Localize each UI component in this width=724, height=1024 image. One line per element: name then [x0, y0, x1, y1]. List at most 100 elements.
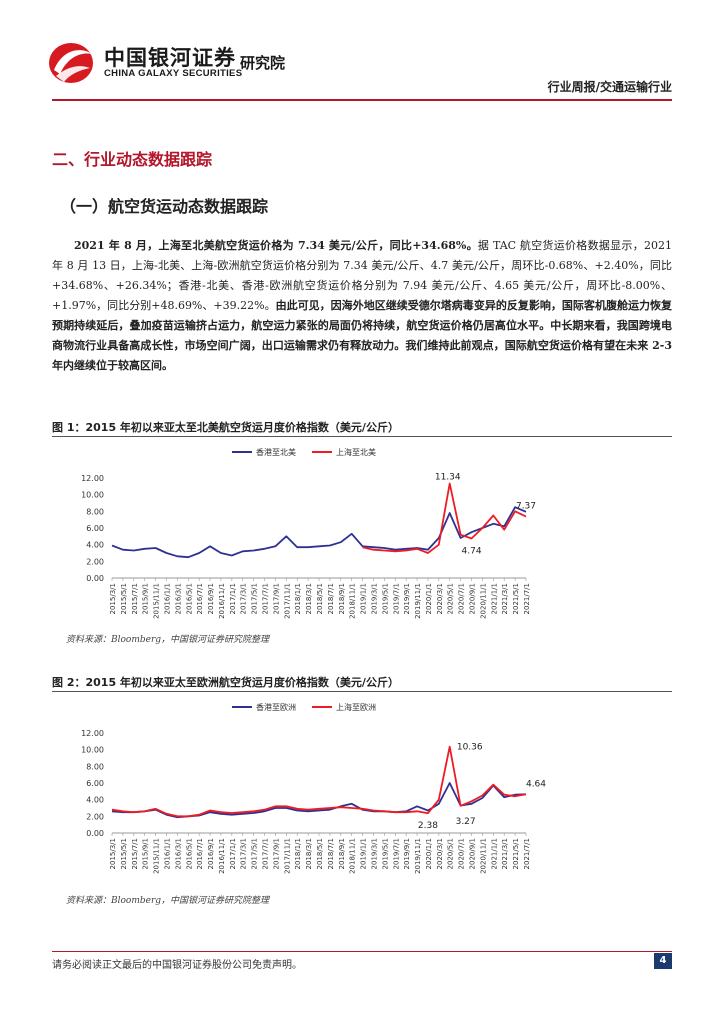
x-tick-label: 2017/7/1	[262, 583, 270, 614]
y-tick-label: 8.00	[86, 762, 104, 771]
x-tick-label: 2015/7/1	[131, 838, 139, 869]
x-tick-label: 2018/3/1	[305, 583, 313, 614]
x-tick-label: 2021/3/1	[501, 583, 509, 614]
legend-label: 上海至北美	[336, 447, 376, 457]
x-tick-label: 2020/7/1	[458, 838, 466, 869]
y-tick-label: 4.00	[86, 796, 104, 805]
x-tick-label: 2019/7/1	[392, 838, 400, 869]
x-tick-label: 2021/5/1	[512, 583, 520, 614]
x-tick-label: 2016/3/1	[174, 838, 182, 869]
section-title: 二、行业动态数据跟踪	[52, 150, 213, 169]
paragraph-lead: 2021 年 8 月，上海至北美航空货运价格为 7.34 美元/公斤，同比+34…	[74, 239, 478, 252]
page-number: 4	[654, 953, 672, 969]
x-tick-label: 2016/11/1	[218, 583, 226, 619]
header-divider	[52, 99, 672, 101]
y-tick-label: 0.00	[86, 829, 104, 838]
x-tick-label: 2018/9/1	[338, 583, 346, 614]
figure-1-title: 图 1：2015 年初以来亚太至北美航空货运月度价格指数（美元/公斤）	[52, 421, 399, 434]
x-tick-label: 2015/7/1	[131, 583, 139, 614]
x-tick-label: 2021/7/1	[523, 838, 531, 869]
chart-legend: 香港至北美 上海至北美	[232, 447, 376, 457]
y-tick-label: 4.00	[86, 541, 104, 550]
x-tick-label: 2019/1/1	[360, 583, 368, 614]
x-tick-label: 2015/9/1	[142, 583, 150, 614]
figure-1-rule	[52, 436, 672, 437]
x-tick-label: 2016/9/1	[207, 583, 215, 614]
x-tick-label: 2015/3/1	[109, 583, 117, 614]
figure-1-source: 资料来源：Bloomberg，中国银河证券研究院整理	[66, 635, 270, 645]
y-tick-label: 0.00	[86, 574, 104, 583]
data-label: 2.38	[418, 821, 438, 831]
x-tick-label: 2020/5/1	[447, 583, 455, 614]
y-tick-label: 12.00	[81, 474, 104, 483]
x-tick-label: 2021/7/1	[523, 583, 531, 614]
x-tick-label: 2016/7/1	[196, 838, 204, 869]
body-paragraph: 2021 年 8 月，上海至北美航空货运价格为 7.34 美元/公斤，同比+34…	[52, 236, 672, 376]
figure-2-rule	[52, 691, 672, 692]
x-tick-label: 2017/5/1	[251, 838, 259, 869]
figure-2-title: 图 2：2015 年初以来亚太至欧洲航空货运月度价格指数（美元/公斤）	[52, 676, 399, 689]
series-line-1	[362, 482, 527, 554]
x-tick-label: 2019/9/1	[403, 583, 411, 614]
y-tick-label: 10.00	[81, 746, 104, 755]
legend-label: 香港至欧洲	[256, 702, 296, 712]
legend-label: 香港至北美	[256, 447, 296, 457]
x-tick-label: 2019/5/1	[381, 583, 389, 614]
y-tick-label: 2.00	[86, 557, 104, 566]
x-tick-label: 2018/3/1	[305, 838, 313, 869]
paragraph-conclusion: 由此可见，因海外地区继续受德尔塔病毒变异的反复影响，国际客机腹舱运力恢复预期持续…	[52, 299, 673, 372]
china-galaxy-logo-icon	[49, 43, 93, 83]
y-tick-label: 6.00	[86, 524, 104, 533]
chart-legend: 香港至欧洲 上海至欧洲	[232, 702, 376, 712]
x-tick-label: 2016/3/1	[174, 583, 182, 614]
y-tick-label: 6.00	[86, 779, 104, 788]
x-tick-label: 2015/11/1	[153, 838, 161, 874]
x-tick-label: 2021/5/1	[512, 838, 520, 869]
figure-2-source: 资料来源：Bloomberg，中国银河证券研究院整理	[66, 896, 270, 906]
x-tick-label: 2019/3/1	[370, 838, 378, 869]
x-tick-label: 2017/3/1	[240, 583, 248, 614]
x-tick-label: 2016/5/1	[185, 838, 193, 869]
figure-2-chart: 香港至欧洲 上海至欧洲 0.00 2.00 4.00 6.00 8.00 10.00 12.00…	[81, 702, 546, 874]
x-tick-label: 2018/9/1	[338, 838, 346, 869]
x-tick-label: 2018/5/1	[316, 583, 324, 614]
x-tick-label: 2017/9/1	[272, 838, 280, 869]
x-tick-label: 2015/11/1	[153, 583, 161, 619]
x-tick-label: 2017/1/1	[229, 583, 237, 614]
x-tick-label: 2018/5/1	[316, 838, 324, 869]
y-tick-label: 8.00	[86, 507, 104, 516]
x-tick-label: 2021/3/1	[501, 838, 509, 869]
x-tick-label: 2020/3/1	[436, 583, 444, 614]
x-tick-label: 2019/11/1	[414, 583, 422, 619]
y-tick-label: 12.00	[81, 729, 104, 738]
x-tick-label: 2016/7/1	[196, 583, 204, 614]
x-tick-label: 2019/3/1	[370, 583, 378, 614]
x-tick-label: 2015/3/1	[109, 838, 117, 869]
x-tick-label: 2019/5/1	[381, 838, 389, 869]
data-label: 4.74	[462, 547, 482, 557]
figure-1-chart: 香港至北美 上海至北美 0.00 2.00 4.00 6.00 8.00 10.00 12.00…	[81, 447, 536, 619]
x-tick-label: 2020/11/1	[479, 838, 487, 874]
x-tick-label: 2015/5/1	[120, 838, 128, 869]
series-line-0	[111, 506, 527, 559]
series-line-0	[111, 782, 527, 819]
x-tick-label: 2018/11/1	[349, 838, 357, 874]
x-tick-label: 2019/9/1	[403, 838, 411, 869]
x-tick-label: 2020/1/1	[425, 583, 433, 614]
x-tick-label: 2017/3/1	[240, 838, 248, 869]
x-tick-label: 2018/1/1	[294, 583, 302, 614]
data-label: 4.64	[526, 779, 546, 789]
legend-label: 上海至欧洲	[336, 702, 376, 712]
series-line-1	[111, 745, 527, 818]
y-tick-label: 10.00	[81, 491, 104, 500]
x-tick-label: 2018/11/1	[349, 583, 357, 619]
x-tick-label: 2017/11/1	[283, 583, 291, 619]
x-tick-label: 2017/1/1	[229, 838, 237, 869]
footer-disclaimer: 请务必阅读正文最后的中国银河证券股份公司免责声明。	[52, 960, 302, 971]
x-tick-label: 2020/5/1	[447, 838, 455, 869]
x-tick-label: 2016/5/1	[185, 583, 193, 614]
x-tick-label: 2020/9/1	[469, 838, 477, 869]
x-tick-label: 2019/7/1	[392, 583, 400, 614]
x-tick-label: 2017/7/1	[262, 838, 270, 869]
report-type: 行业周报/交通运输行业	[547, 80, 672, 94]
